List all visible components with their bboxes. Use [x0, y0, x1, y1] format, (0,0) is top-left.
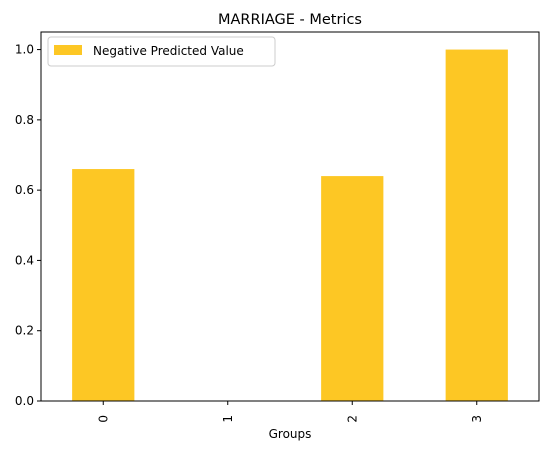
- y-tick-label: 0.0: [15, 394, 34, 408]
- y-tick-label: 1.0: [15, 43, 34, 57]
- legend-entry-label: Negative Predicted Value: [93, 44, 244, 58]
- chart-title: MARRIAGE - Metrics: [218, 12, 362, 28]
- legend-frame: [47, 36, 276, 67]
- y-tick-label: 0.4: [15, 253, 34, 267]
- x-tick-label: 3: [470, 415, 484, 423]
- bar-3: [445, 49, 508, 401]
- y-tick-label: 0.8: [15, 113, 34, 127]
- bar-0: [72, 169, 135, 401]
- axes-frame: [40, 31, 540, 402]
- plot-area: 0.0 0.2 0.4 0.6 0.8 1.0 0 1 2 3: [15, 31, 540, 423]
- legend: Negative Predicted Value: [47, 36, 276, 67]
- x-tick-label: 1: [221, 415, 235, 423]
- x-tick-label: 0: [96, 415, 110, 423]
- legend-swatch: [54, 45, 82, 55]
- bar-2: [321, 176, 384, 401]
- y-tick-label: 0.6: [15, 183, 34, 197]
- x-axis-label: Groups: [269, 427, 312, 441]
- y-tick-label: 0.2: [15, 324, 34, 338]
- x-tick-label: 2: [345, 415, 359, 423]
